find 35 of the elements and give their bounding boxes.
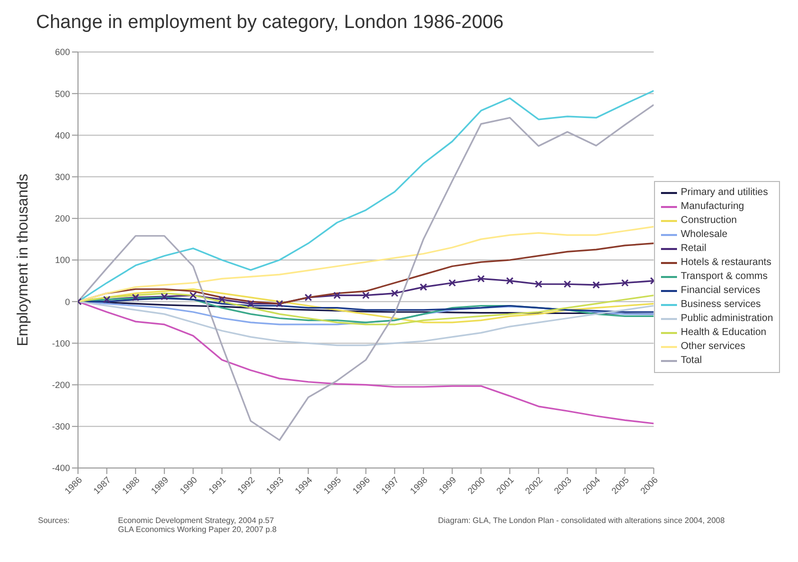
y-tick-label: 500 xyxy=(54,88,70,99)
legend-label: Total xyxy=(680,354,702,368)
y-tick-label: 400 xyxy=(54,130,70,140)
line-series xyxy=(78,90,654,302)
y-tick-label: 600 xyxy=(54,47,70,58)
line-series xyxy=(78,300,654,424)
legend-label: Hotels & restaurants xyxy=(680,256,772,270)
legend-label: Health & Education xyxy=(680,326,766,340)
y-tick-label: 300 xyxy=(54,172,70,182)
legend-label: Manufacturing xyxy=(680,200,744,214)
legend-label: Business services xyxy=(680,298,761,312)
legend-label: Public administration xyxy=(680,312,773,326)
legend-label: Construction xyxy=(680,214,737,228)
y-tick-label: -400 xyxy=(52,463,70,474)
chart-title: Change in employment by category, London 1986-2006 xyxy=(35,11,505,35)
legend-label: Primary and utilities xyxy=(680,186,768,200)
y-axis-title: Employment in thousands xyxy=(14,174,32,346)
text: GLA Economics Working Paper 20, 2007 p.8 xyxy=(118,525,278,534)
y-tick-label: 100 xyxy=(54,255,70,266)
legend-label: Other services xyxy=(680,340,746,354)
legend-label: Financial services xyxy=(680,284,760,298)
legend-label: Transport & comms xyxy=(680,270,768,284)
line-series xyxy=(78,226,654,302)
y-tick-label: 200 xyxy=(54,214,70,224)
text: Economic Development Strategy, 2004 p.57 xyxy=(118,516,275,525)
y-tick-label: -100 xyxy=(52,338,70,348)
y-tick-label: 0 xyxy=(64,296,70,307)
legend-label: Wholesale xyxy=(680,228,728,242)
text: Diagram: GLA, The London Plan - consolidated with alterations since 2004, 2008 xyxy=(438,516,725,527)
legend-label: Retail xyxy=(680,242,706,256)
source-note: Sources: xyxy=(38,516,71,527)
y-tick-label: -200 xyxy=(52,380,70,390)
y-tick-label: -300 xyxy=(52,422,70,432)
line-series xyxy=(78,300,654,346)
line-series xyxy=(78,104,654,441)
